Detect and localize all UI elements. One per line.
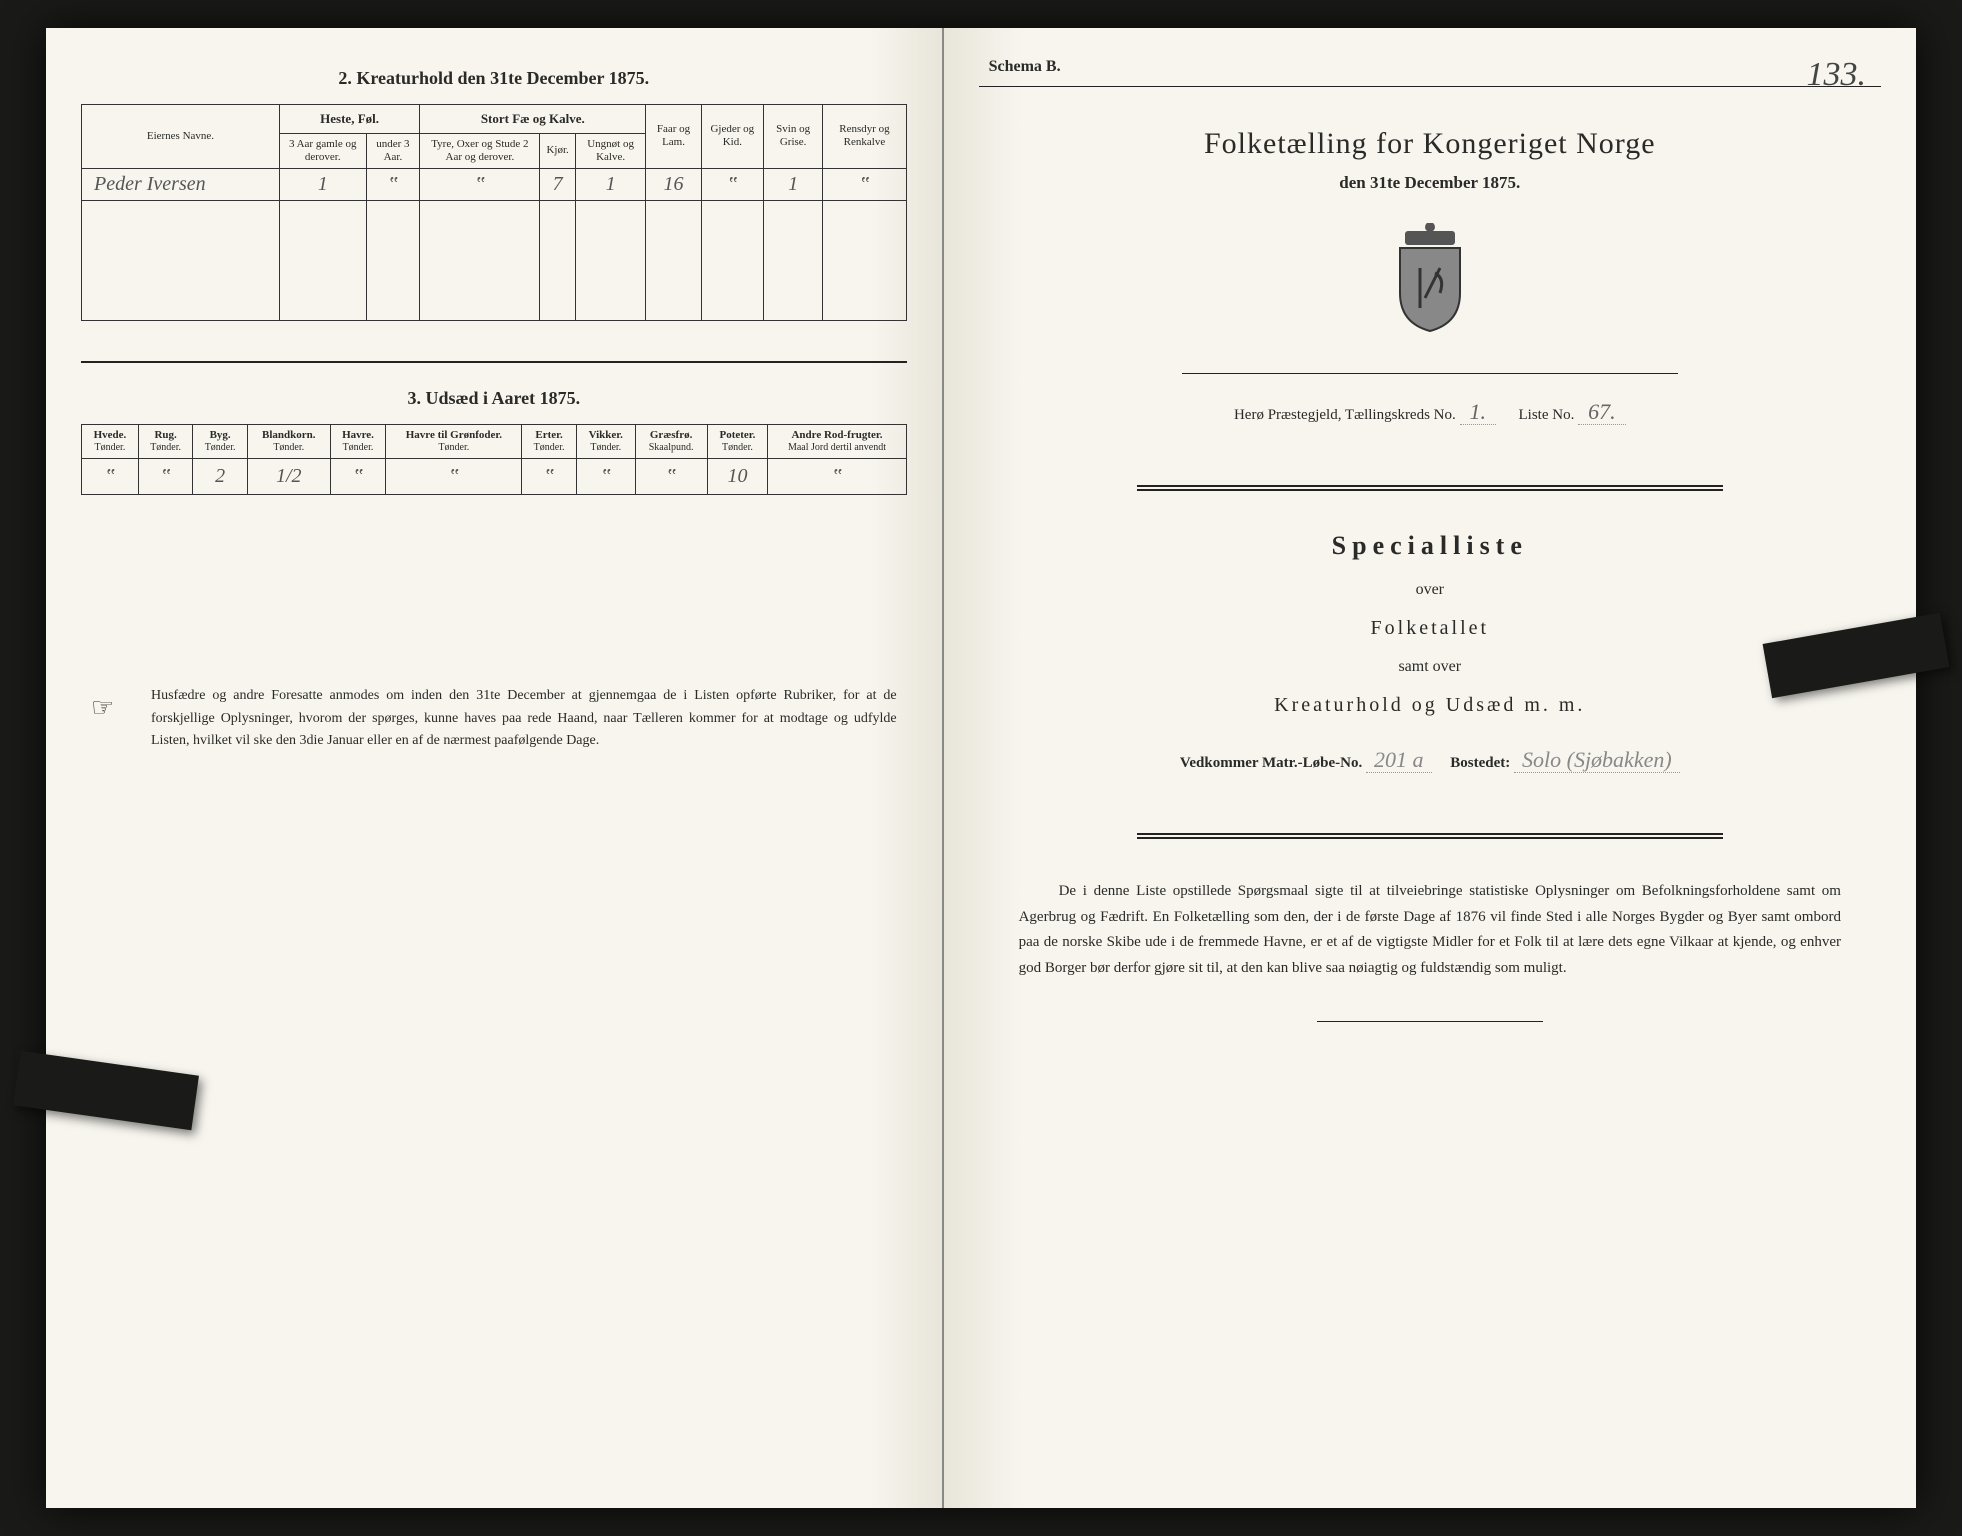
preste-label2: Liste No. [1519, 407, 1575, 423]
divider [979, 86, 1881, 87]
kreatur-text: Kreaturhold og Udsæd m. m. [979, 694, 1881, 717]
col-s1: Tyre, Oxer og Stude 2 Aar og derover. [420, 133, 540, 168]
sub-date: den 31te December 1875. [979, 173, 1881, 193]
cell: ‟ [420, 168, 540, 200]
col-header: Andre Rod-frugter.Maal Jord dertil anven… [768, 424, 906, 458]
cell: 1 [279, 168, 366, 200]
empty-row [82, 200, 907, 320]
specialliste-title: Specialliste [979, 531, 1881, 561]
col-header: Rug.Tønder. [138, 424, 193, 458]
cell: ‟ [823, 168, 906, 200]
cell: ‟ [330, 459, 386, 495]
book-clip [13, 1051, 199, 1131]
samt-text: samt over [979, 658, 1881, 676]
main-title: Folketælling for Kongeriget Norge [979, 127, 1881, 161]
col-faar: Faar og Lam. [646, 105, 701, 169]
footnote-text: Husfædre og andre Foresatte anmodes om i… [151, 688, 897, 748]
divider [1182, 373, 1678, 374]
cell: ‟ [366, 168, 420, 200]
left-page: 2. Kreaturhold den 31te December 1875. E… [46, 28, 944, 1508]
col-header: Erter.Tønder. [522, 424, 577, 458]
coat-of-arms-icon [979, 223, 1881, 333]
col-svin: Svin og Grise. [763, 105, 822, 169]
cell: ‟ [386, 459, 522, 495]
col-rens: Rensdyr og Renkalve [823, 105, 906, 169]
col-s3: Ungnøt og Kalve. [575, 133, 646, 168]
cell: ‟ [138, 459, 193, 495]
vedk-label1: Vedkommer Matr.-Løbe-No. [1180, 755, 1362, 771]
col-header: Blandkorn.Tønder. [247, 424, 330, 458]
preste-val2: 67. [1578, 399, 1626, 425]
section3-title: 3. Udsæd i Aaret 1875. [81, 388, 907, 409]
preste-label1: Herø Præstegjeld, Tællingskreds No. [1234, 407, 1456, 423]
bottom-paragraph: De i denne Liste opstillede Spørgsmaal s… [979, 879, 1881, 981]
col-header: Byg.Tønder. [193, 424, 248, 458]
col-header: Havre til Grønfoder.Tønder. [386, 424, 522, 458]
cell: ‟ [701, 168, 763, 200]
cell: 1 [763, 168, 822, 200]
vedkommer-line: Vedkommer Matr.-Løbe-No. 201 a Bostedet:… [979, 747, 1881, 773]
cell: 1/2 [247, 459, 330, 495]
header-row: Hvede.Tønder.Rug.Tønder.Byg.Tønder.Bland… [82, 424, 907, 458]
cell: ‟ [635, 459, 707, 495]
cell: 2 [193, 459, 248, 495]
book-spread: 2. Kreaturhold den 31te December 1875. E… [46, 28, 1916, 1508]
footnote: ☞ Husfædre og andre Foresatte anmodes om… [81, 685, 907, 752]
cell: ‟ [576, 459, 635, 495]
right-page: Schema B. 133. Folketælling for Kongerig… [944, 28, 1916, 1508]
col-header: Havre.Tønder. [330, 424, 386, 458]
grp-heste: Heste, Føl. [279, 105, 419, 134]
col-header: Græsfrø.Skaalpund. [635, 424, 707, 458]
data-row: ‟‟21/2‟‟‟‟‟10‟ [82, 459, 907, 495]
cell: ‟ [82, 459, 139, 495]
table-row: Peder Iversen 1 ‟ ‟ 7 1 16 ‟ 1 ‟ [82, 168, 907, 200]
col-header: Vikker.Tønder. [576, 424, 635, 458]
col-gjed: Gjeder og Kid. [701, 105, 763, 169]
over-text: over [979, 581, 1881, 599]
folketallet-text: Folketallet [979, 617, 1881, 640]
cell: ‟ [768, 459, 906, 495]
cell: 1 [575, 168, 646, 200]
col-eier: Eiernes Navne. [82, 105, 280, 169]
divider [81, 361, 907, 363]
grp-stort: Stort Fæ og Kalve. [420, 105, 646, 134]
pointing-hand-icon: ☞ [91, 687, 114, 729]
vedk-val2: Solo (Sjøbakken) [1514, 747, 1680, 773]
preste-val1: 1. [1460, 399, 1497, 425]
divider [1137, 485, 1724, 491]
vedk-label2: Bostedet: [1450, 755, 1510, 771]
vedk-val1: 201 a [1366, 747, 1432, 773]
col-header: Poteter.Tønder. [707, 424, 768, 458]
cell-name: Peder Iversen [82, 168, 280, 200]
section2-title: 2. Kreaturhold den 31te December 1875. [81, 68, 907, 89]
kreaturhold-table: Eiernes Navne. Heste, Føl. Stort Fæ og K… [81, 104, 907, 321]
cell: 7 [540, 168, 575, 200]
divider [1317, 1021, 1543, 1022]
col-h1: 3 Aar gamle og derover. [279, 133, 366, 168]
divider [1137, 833, 1724, 839]
cell: 10 [707, 459, 768, 495]
col-header: Hvede.Tønder. [82, 424, 139, 458]
col-h2: under 3 Aar. [366, 133, 420, 168]
preste-line: Herø Præstegjeld, Tællingskreds No. 1. L… [979, 399, 1881, 425]
page-number: 133. [1806, 56, 1866, 94]
schema-label: Schema B. [989, 58, 1881, 76]
cell: ‟ [522, 459, 577, 495]
cell: 16 [646, 168, 701, 200]
udsaed-table: Hvede.Tønder.Rug.Tønder.Byg.Tønder.Bland… [81, 424, 907, 495]
col-s2: Kjør. [540, 133, 575, 168]
